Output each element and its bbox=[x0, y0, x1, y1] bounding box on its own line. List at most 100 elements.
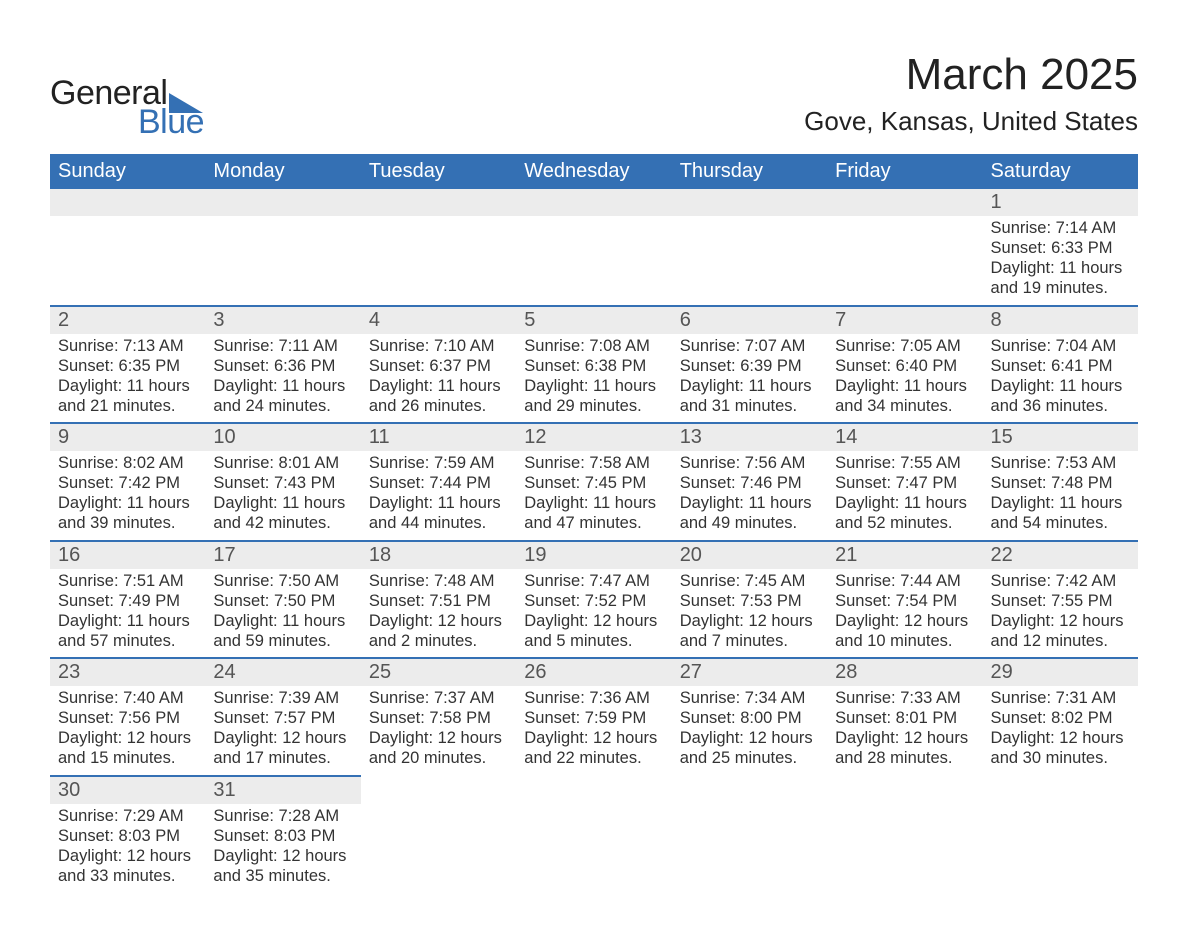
day-number: 18 bbox=[361, 542, 516, 569]
sunrise-text: Sunrise: 7:33 AM bbox=[835, 688, 974, 708]
day-body: Sunrise: 7:07 AMSunset: 6:39 PMDaylight:… bbox=[672, 334, 827, 423]
calendar-week-row: 16Sunrise: 7:51 AMSunset: 7:49 PMDayligh… bbox=[50, 541, 1138, 659]
day-number: 13 bbox=[672, 424, 827, 451]
daylight-text-1: Daylight: 11 hours bbox=[58, 611, 197, 631]
calendar-cell bbox=[361, 776, 516, 893]
daylight-text-2: and 22 minutes. bbox=[524, 748, 663, 768]
daylight-text-2: and 44 minutes. bbox=[369, 513, 508, 533]
day-body: Sunrise: 7:58 AMSunset: 7:45 PMDaylight:… bbox=[516, 451, 671, 540]
calendar-cell bbox=[827, 189, 982, 306]
daylight-text-1: Daylight: 12 hours bbox=[991, 728, 1130, 748]
day-number: 3 bbox=[205, 307, 360, 334]
day-body: Sunrise: 7:47 AMSunset: 7:52 PMDaylight:… bbox=[516, 569, 671, 658]
day-body: Sunrise: 7:11 AMSunset: 6:36 PMDaylight:… bbox=[205, 334, 360, 423]
calendar-cell: 17Sunrise: 7:50 AMSunset: 7:50 PMDayligh… bbox=[205, 541, 360, 659]
day-body: Sunrise: 7:53 AMSunset: 7:48 PMDaylight:… bbox=[983, 451, 1138, 540]
daylight-text-2: and 10 minutes. bbox=[835, 631, 974, 651]
daylight-text-2: and 31 minutes. bbox=[680, 396, 819, 416]
daylight-text-2: and 42 minutes. bbox=[213, 513, 352, 533]
day-number: 19 bbox=[516, 542, 671, 569]
calendar-week-row: 9Sunrise: 8:02 AMSunset: 7:42 PMDaylight… bbox=[50, 423, 1138, 541]
day-number-empty bbox=[672, 189, 827, 216]
calendar-cell: 16Sunrise: 7:51 AMSunset: 7:49 PMDayligh… bbox=[50, 541, 205, 659]
sunset-text: Sunset: 7:47 PM bbox=[835, 473, 974, 493]
sunrise-text: Sunrise: 7:37 AM bbox=[369, 688, 508, 708]
weekday-header: Saturday bbox=[983, 154, 1138, 189]
weekday-header: Monday bbox=[205, 154, 360, 189]
daylight-text-2: and 35 minutes. bbox=[213, 866, 352, 886]
day-body: Sunrise: 7:08 AMSunset: 6:38 PMDaylight:… bbox=[516, 334, 671, 423]
calendar-cell: 21Sunrise: 7:44 AMSunset: 7:54 PMDayligh… bbox=[827, 541, 982, 659]
day-number-empty bbox=[50, 189, 205, 216]
day-body: Sunrise: 7:45 AMSunset: 7:53 PMDaylight:… bbox=[672, 569, 827, 658]
day-number: 22 bbox=[983, 542, 1138, 569]
day-number: 7 bbox=[827, 307, 982, 334]
daylight-text-1: Daylight: 12 hours bbox=[680, 728, 819, 748]
sunset-text: Sunset: 6:33 PM bbox=[991, 238, 1130, 258]
sunrise-text: Sunrise: 7:48 AM bbox=[369, 571, 508, 591]
calendar-cell: 30Sunrise: 7:29 AMSunset: 8:03 PMDayligh… bbox=[50, 776, 205, 893]
header: General Blue March 2025 Gove, Kansas, Un… bbox=[50, 50, 1138, 142]
day-number: 9 bbox=[50, 424, 205, 451]
sunrise-text: Sunrise: 7:14 AM bbox=[991, 218, 1130, 238]
day-body: Sunrise: 7:39 AMSunset: 7:57 PMDaylight:… bbox=[205, 686, 360, 775]
daylight-text-2: and 25 minutes. bbox=[680, 748, 819, 768]
calendar-cell: 22Sunrise: 7:42 AMSunset: 7:55 PMDayligh… bbox=[983, 541, 1138, 659]
sunset-text: Sunset: 6:36 PM bbox=[213, 356, 352, 376]
day-number: 1 bbox=[983, 189, 1138, 216]
daylight-text-1: Daylight: 12 hours bbox=[835, 611, 974, 631]
day-number-empty bbox=[205, 189, 360, 216]
day-body: Sunrise: 7:13 AMSunset: 6:35 PMDaylight:… bbox=[50, 334, 205, 423]
sunrise-text: Sunrise: 7:56 AM bbox=[680, 453, 819, 473]
calendar-cell: 19Sunrise: 7:47 AMSunset: 7:52 PMDayligh… bbox=[516, 541, 671, 659]
logo-text-blue: Blue bbox=[138, 103, 204, 142]
daylight-text-1: Daylight: 12 hours bbox=[58, 728, 197, 748]
calendar-cell: 29Sunrise: 7:31 AMSunset: 8:02 PMDayligh… bbox=[983, 658, 1138, 776]
sunset-text: Sunset: 7:54 PM bbox=[835, 591, 974, 611]
sunset-text: Sunset: 7:58 PM bbox=[369, 708, 508, 728]
daylight-text-1: Daylight: 12 hours bbox=[213, 728, 352, 748]
day-body: Sunrise: 7:55 AMSunset: 7:47 PMDaylight:… bbox=[827, 451, 982, 540]
sunset-text: Sunset: 7:49 PM bbox=[58, 591, 197, 611]
daylight-text-1: Daylight: 11 hours bbox=[213, 611, 352, 631]
daylight-text-1: Daylight: 11 hours bbox=[58, 376, 197, 396]
daylight-text-1: Daylight: 11 hours bbox=[524, 493, 663, 513]
daylight-text-1: Daylight: 11 hours bbox=[835, 493, 974, 513]
day-body: Sunrise: 7:56 AMSunset: 7:46 PMDaylight:… bbox=[672, 451, 827, 540]
sunrise-text: Sunrise: 7:50 AM bbox=[213, 571, 352, 591]
daylight-text-2: and 21 minutes. bbox=[58, 396, 197, 416]
daylight-text-1: Daylight: 11 hours bbox=[524, 376, 663, 396]
day-body: Sunrise: 8:02 AMSunset: 7:42 PMDaylight:… bbox=[50, 451, 205, 540]
daylight-text-2: and 5 minutes. bbox=[524, 631, 663, 651]
calendar-cell: 8Sunrise: 7:04 AMSunset: 6:41 PMDaylight… bbox=[983, 306, 1138, 424]
sunrise-text: Sunrise: 7:05 AM bbox=[835, 336, 974, 356]
sunrise-text: Sunrise: 7:07 AM bbox=[680, 336, 819, 356]
daylight-text-1: Daylight: 11 hours bbox=[835, 376, 974, 396]
weekday-header: Wednesday bbox=[516, 154, 671, 189]
day-number: 6 bbox=[672, 307, 827, 334]
sunset-text: Sunset: 7:45 PM bbox=[524, 473, 663, 493]
sunset-text: Sunset: 6:37 PM bbox=[369, 356, 508, 376]
day-number: 14 bbox=[827, 424, 982, 451]
day-number: 23 bbox=[50, 659, 205, 686]
day-body: Sunrise: 7:10 AMSunset: 6:37 PMDaylight:… bbox=[361, 334, 516, 423]
day-body: Sunrise: 7:59 AMSunset: 7:44 PMDaylight:… bbox=[361, 451, 516, 540]
logo: General Blue bbox=[50, 74, 204, 142]
daylight-text-2: and 39 minutes. bbox=[58, 513, 197, 533]
daylight-text-2: and 34 minutes. bbox=[835, 396, 974, 416]
sunset-text: Sunset: 7:55 PM bbox=[991, 591, 1130, 611]
day-number: 15 bbox=[983, 424, 1138, 451]
daylight-text-1: Daylight: 12 hours bbox=[369, 728, 508, 748]
calendar-cell: 5Sunrise: 7:08 AMSunset: 6:38 PMDaylight… bbox=[516, 306, 671, 424]
sunset-text: Sunset: 6:39 PM bbox=[680, 356, 819, 376]
day-number: 26 bbox=[516, 659, 671, 686]
day-number: 25 bbox=[361, 659, 516, 686]
daylight-text-2: and 7 minutes. bbox=[680, 631, 819, 651]
calendar-week-row: 30Sunrise: 7:29 AMSunset: 8:03 PMDayligh… bbox=[50, 776, 1138, 893]
sunset-text: Sunset: 7:59 PM bbox=[524, 708, 663, 728]
day-number: 28 bbox=[827, 659, 982, 686]
sunrise-text: Sunrise: 7:36 AM bbox=[524, 688, 663, 708]
daylight-text-1: Daylight: 11 hours bbox=[213, 493, 352, 513]
daylight-text-2: and 20 minutes. bbox=[369, 748, 508, 768]
calendar-cell bbox=[983, 776, 1138, 893]
